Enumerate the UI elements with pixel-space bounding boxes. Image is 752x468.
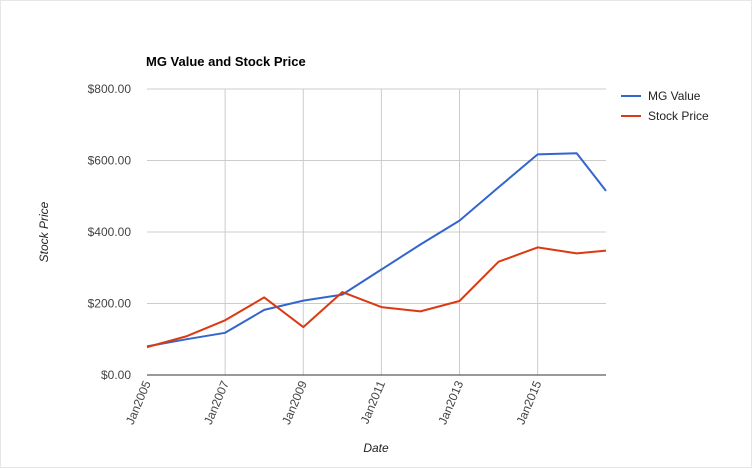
y-tick-label: $400.00 [88,225,132,239]
grid [147,88,606,375]
x-axis-title: Date [363,441,389,455]
x-tick-label: Jan2007 [201,378,232,426]
series-line-mg-value [146,152,607,348]
legend[interactable]: MG Value Stock Price [621,89,709,123]
legend-item[interactable]: Stock Price [648,109,709,123]
x-tick-label: Jan2009 [279,378,310,426]
series-lines [146,152,607,349]
chart-title: MG Value and Stock Price [146,54,306,69]
y-tick-label: $0.00 [101,368,131,382]
x-tick-label: Jan2015 [514,378,545,426]
axes: $0.00 $200.00 $400.00 $600.00 $800.00 Jan2005… [88,82,606,427]
legend-item[interactable]: MG Value [648,89,701,103]
series-line-stock-price [146,246,607,349]
x-tick-label: Jan2011 [358,378,389,425]
x-tick-label: Jan2005 [123,378,154,426]
y-axis-title: Stock Price [37,201,51,262]
y-tick-label: $600.00 [88,154,132,168]
y-tick-label: $200.00 [88,297,132,311]
y-tick-label: $800.00 [88,82,132,96]
x-tick-label: Jan2013 [435,378,466,426]
